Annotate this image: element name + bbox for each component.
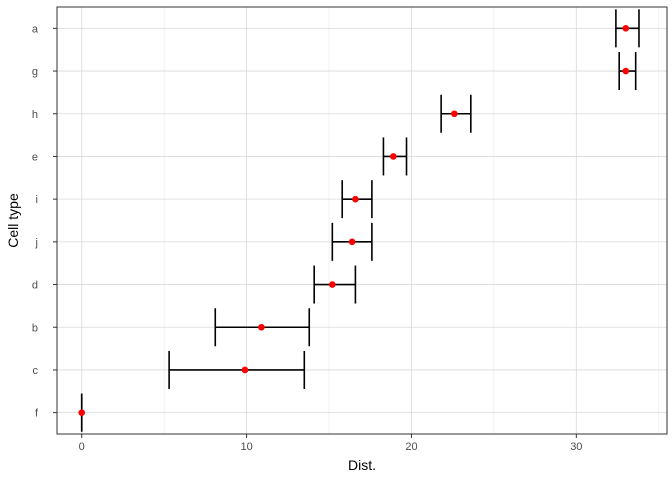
data-points	[78, 25, 630, 416]
y-tick-label: i	[36, 194, 38, 206]
panel-border	[56, 6, 668, 435]
point-a	[622, 25, 630, 32]
point-i	[352, 195, 359, 203]
point-g	[622, 67, 630, 75]
y-tick-label: e	[32, 151, 38, 163]
point-e	[390, 153, 397, 160]
x-axis-title: Dist.	[348, 457, 376, 473]
y-axis-title: Cell type	[5, 193, 21, 248]
y-tick-label: a	[32, 23, 39, 35]
y-tick-label: b	[32, 322, 38, 334]
point-f	[78, 409, 86, 416]
point-j	[348, 238, 356, 246]
y-tick-label: h	[32, 109, 38, 121]
x-tick-label: 30	[570, 441, 582, 453]
point-h	[451, 110, 458, 118]
y-tick-label: d	[32, 280, 38, 292]
x-axis: 0 10 20 30	[79, 434, 582, 453]
x-tick-label: 20	[405, 441, 417, 453]
x-tick-label: 10	[240, 441, 252, 453]
point-c	[241, 366, 249, 374]
y-tick-label: f	[35, 408, 39, 420]
point-d	[329, 281, 336, 288]
y-tick-label: c	[33, 365, 39, 377]
errorbar-c	[168, 350, 306, 389]
point-b	[258, 323, 265, 331]
y-tick-label: j	[35, 237, 38, 249]
minor-gridlines	[163, 7, 660, 434]
y-tick-label: g	[32, 66, 38, 78]
error-bars	[80, 9, 640, 432]
x-tick-label: 0	[79, 441, 85, 453]
y-axis: f c b d j i e h g a	[32, 23, 57, 420]
